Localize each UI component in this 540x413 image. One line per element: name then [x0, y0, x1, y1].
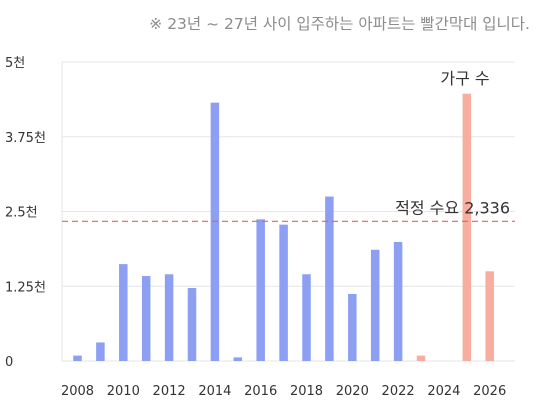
bar-2018	[302, 274, 311, 361]
x-tick-label-2020: 2020	[336, 384, 369, 399]
reference-line-label: 적정 수요 2,336	[395, 198, 510, 217]
bar-2019	[325, 196, 334, 361]
x-tick-label-2012: 2012	[153, 384, 186, 399]
bar-2023	[416, 355, 426, 361]
bar-2009	[96, 342, 105, 361]
bar-2010	[119, 264, 128, 361]
y-tick-label-1: 1.25천	[5, 280, 46, 295]
bar-2017	[279, 224, 288, 361]
bar-2020	[348, 294, 357, 361]
x-tick-label-2022: 2022	[382, 384, 415, 399]
y-tick-label-2: 2.5천	[5, 206, 38, 221]
y-tick-label-0: 0	[5, 355, 13, 370]
bar-2016	[256, 219, 265, 361]
bar-2011	[141, 276, 151, 361]
x-tick-label-2024: 2024	[427, 384, 460, 399]
x-tick-label-2008: 2008	[61, 384, 94, 399]
x-tick-label-2014: 2014	[198, 384, 231, 399]
bar-2022	[393, 241, 403, 361]
bar-2026	[485, 271, 494, 361]
chart-note: ※ 23년 ~ 27년 사이 입주하는 아파트는 빨간막대 입니다.	[149, 15, 530, 33]
bar-2021	[370, 249, 380, 361]
series-label: 가구 수	[440, 69, 489, 88]
y-tick-label-3: 3.75천	[5, 131, 46, 146]
x-tick-label-2018: 2018	[290, 384, 323, 399]
x-tick-label-2010: 2010	[107, 384, 140, 399]
bar-2012	[164, 274, 174, 361]
bar-2025	[462, 93, 472, 361]
x-tick-label-2016: 2016	[244, 384, 277, 399]
y-tick-label-4: 5천	[5, 56, 25, 71]
bar-2015	[233, 357, 243, 361]
bar-2008	[73, 355, 82, 361]
bar-2013	[187, 288, 197, 361]
x-tick-label-2026: 2026	[473, 384, 506, 399]
bar-2014	[210, 102, 220, 361]
